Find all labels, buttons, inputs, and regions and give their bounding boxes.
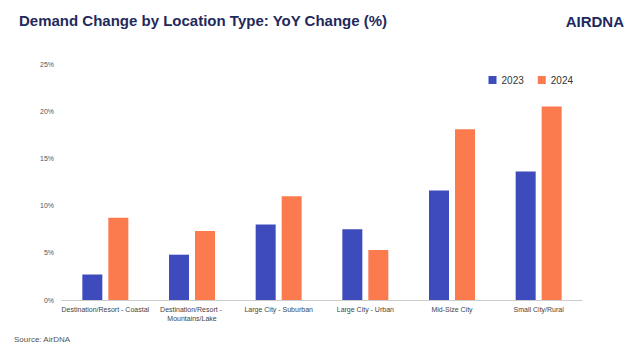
svg-text:0%: 0% (44, 297, 54, 304)
svg-text:25%: 25% (40, 61, 54, 68)
svg-text:Mountains/Lake: Mountains/Lake (167, 315, 217, 322)
svg-text:Destination/Resort -: Destination/Resort - (160, 306, 224, 313)
svg-text:Destination/Resort - Coastal: Destination/Resort - Coastal (62, 306, 150, 313)
svg-text:15%: 15% (40, 155, 54, 162)
svg-text:10%: 10% (40, 202, 54, 209)
svg-text:5%: 5% (44, 249, 54, 256)
svg-text:2023: 2023 (502, 75, 525, 86)
svg-text:Small City/Rural: Small City/Rural (514, 306, 565, 314)
svg-text:Large City - Urban: Large City - Urban (337, 306, 394, 314)
svg-text:Mid-Size City: Mid-Size City (431, 306, 473, 314)
svg-text:2024: 2024 (551, 75, 574, 86)
svg-text:Large City - Suburban: Large City - Suburban (244, 306, 313, 314)
svg-text:Demand Change by Location Type: Demand Change by Location Type: YoY Chan… (19, 12, 387, 29)
svg-text:AIRDNA: AIRDNA (566, 13, 624, 30)
svg-text:20%: 20% (40, 108, 54, 115)
svg-text:Source: AirDNA: Source: AirDNA (14, 335, 71, 344)
